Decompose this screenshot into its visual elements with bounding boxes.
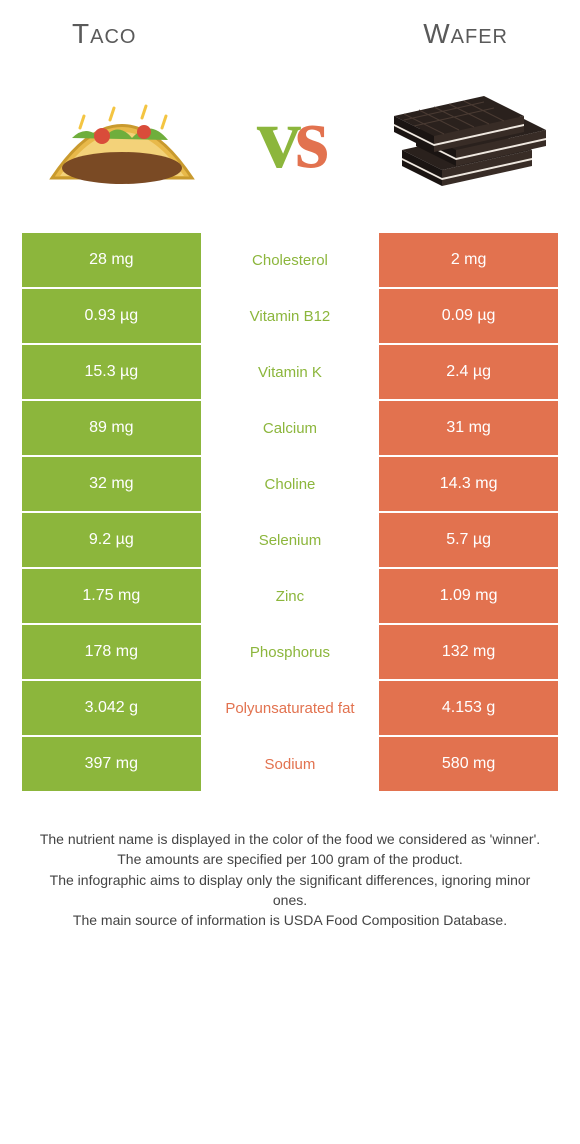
left-value: 178 mg (22, 625, 201, 681)
nutrient-name: Selenium (201, 513, 380, 569)
left-value: 397 mg (22, 737, 201, 793)
left-value: 15.3 µg (22, 345, 201, 401)
nutrient-row: 397 mgSodium580 mg (22, 737, 558, 793)
right-value: 132 mg (379, 625, 558, 681)
footnote-line: The infographic aims to display only the… (38, 870, 542, 911)
nutrient-row: 9.2 µgSelenium5.7 µg (22, 513, 558, 569)
nutrient-row: 0.93 µgVitamin B120.09 µg (22, 289, 558, 345)
left-value: 3.042 g (22, 681, 201, 737)
nutrient-name: Polyunsaturated fat (201, 681, 380, 737)
nutrient-name: Sodium (201, 737, 380, 793)
left-value: 1.75 mg (22, 569, 201, 625)
left-value: 9.2 µg (22, 513, 201, 569)
nutrient-table: 28 mgCholesterol2 mg0.93 µgVitamin B120.… (22, 233, 558, 793)
left-value: 89 mg (22, 401, 201, 457)
left-value: 0.93 µg (22, 289, 201, 345)
nutrient-row: 89 mgCalcium31 mg (22, 401, 558, 457)
right-value: 2 mg (379, 233, 558, 289)
food-titles: Taco Wafer (22, 18, 558, 50)
right-food-title: Wafer (423, 18, 508, 50)
nutrient-name: Calcium (201, 401, 380, 457)
nutrient-name: Choline (201, 457, 380, 513)
taco-image (32, 68, 212, 208)
wafer-image (368, 68, 548, 208)
right-value: 31 mg (379, 401, 558, 457)
right-value: 2.4 µg (379, 345, 558, 401)
footnotes: The nutrient name is displayed in the co… (22, 793, 558, 930)
right-value: 4.153 g (379, 681, 558, 737)
nutrient-row: 3.042 gPolyunsaturated fat4.153 g (22, 681, 558, 737)
nutrient-name: Vitamin B12 (201, 289, 380, 345)
nutrient-row: 28 mgCholesterol2 mg (22, 233, 558, 289)
right-value: 5.7 µg (379, 513, 558, 569)
nutrient-row: 1.75 mgZinc1.09 mg (22, 569, 558, 625)
vs-s: s (295, 90, 323, 187)
right-value: 0.09 µg (379, 289, 558, 345)
left-value: 32 mg (22, 457, 201, 513)
nutrient-name: Zinc (201, 569, 380, 625)
nutrient-name: Phosphorus (201, 625, 380, 681)
nutrient-row: 32 mgCholine14.3 mg (22, 457, 558, 513)
vs-label: vs (257, 88, 323, 189)
footnote-line: The main source of information is USDA F… (38, 910, 542, 930)
footnote-line: The amounts are specified per 100 gram o… (38, 849, 542, 869)
left-value: 28 mg (22, 233, 201, 289)
right-value: 1.09 mg (379, 569, 558, 625)
right-value: 14.3 mg (379, 457, 558, 513)
left-food-title: Taco (72, 18, 136, 50)
nutrient-row: 178 mgPhosphorus132 mg (22, 625, 558, 681)
hero-row: vs (22, 68, 558, 233)
footnote-line: The nutrient name is displayed in the co… (38, 829, 542, 849)
nutrient-name: Vitamin K (201, 345, 380, 401)
right-value: 580 mg (379, 737, 558, 793)
nutrient-row: 15.3 µgVitamin K2.4 µg (22, 345, 558, 401)
nutrient-name: Cholesterol (201, 233, 380, 289)
vs-v: v (257, 90, 295, 187)
